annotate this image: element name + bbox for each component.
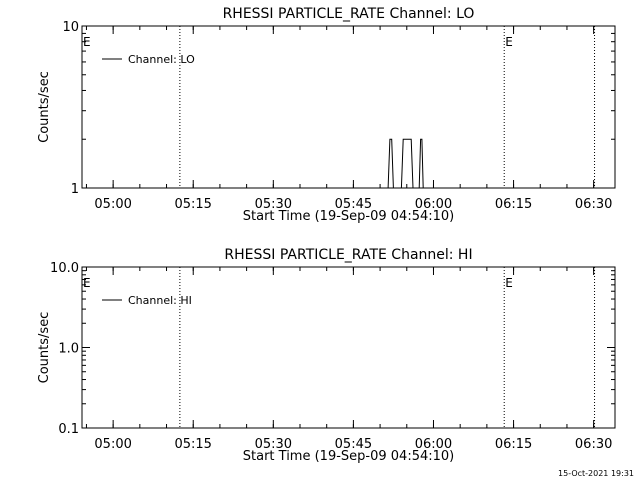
legend-label: Channel: HI: [128, 294, 192, 307]
event-annotation: E: [83, 276, 91, 290]
x-tick-label: 05:30: [255, 437, 292, 452]
y-tick-label: 10.0: [50, 261, 79, 276]
chart-panel-1: RHESSI PARTICLE_RATE Channel: LO Counts/s…: [37, 6, 616, 224]
y-axis-label: Counts/sec: [37, 71, 52, 143]
x-tick-label: 06:30: [575, 197, 612, 212]
event-annotation: E: [83, 35, 91, 49]
y-tick-label: 10: [62, 20, 79, 35]
chart-title: RHESSI PARTICLE_RATE Channel: LO: [223, 6, 475, 22]
x-axis-label: Start Time (19-Sep-09 04:54:10): [243, 209, 454, 224]
legend-label: Channel: LO: [128, 53, 195, 66]
series-line-channel-lo: [387, 138, 424, 189]
y-axis-label: Counts/sec: [37, 312, 52, 384]
x-tick-label: 05:00: [94, 437, 131, 452]
event-annotation: E: [505, 35, 513, 49]
x-tick-label: 05:15: [174, 197, 211, 212]
x-tick-label: 05:30: [255, 197, 292, 212]
chart-title: RHESSI PARTICLE_RATE Channel: HI: [224, 247, 472, 263]
event-annotation: E: [505, 276, 513, 290]
x-tick-label: 05:00: [94, 197, 131, 212]
x-tick-label: 06:00: [415, 437, 452, 452]
y-tick-label: 1: [71, 182, 79, 197]
chart-panel-2: RHESSI PARTICLE_RATE Channel: HI Counts/s…: [37, 247, 616, 464]
footer-timestamp: 15-Oct-2021 19:31: [558, 469, 634, 478]
x-tick-label: 05:45: [335, 437, 372, 452]
y-tick-label: 0.1: [58, 422, 79, 437]
plot-frame: [81, 266, 616, 429]
x-tick-label: 05:15: [174, 437, 211, 452]
plot-frame: [81, 25, 616, 189]
x-tick-label: 06:30: [575, 437, 612, 452]
x-tick-label: 06:00: [415, 197, 452, 212]
x-tick-label: 05:45: [335, 197, 372, 212]
x-tick-label: 06:15: [495, 437, 532, 452]
x-axis-label: Start Time (19-Sep-09 04:54:10): [243, 449, 454, 464]
y-tick-label: 1.0: [58, 342, 79, 357]
x-tick-label: 06:15: [495, 197, 532, 212]
